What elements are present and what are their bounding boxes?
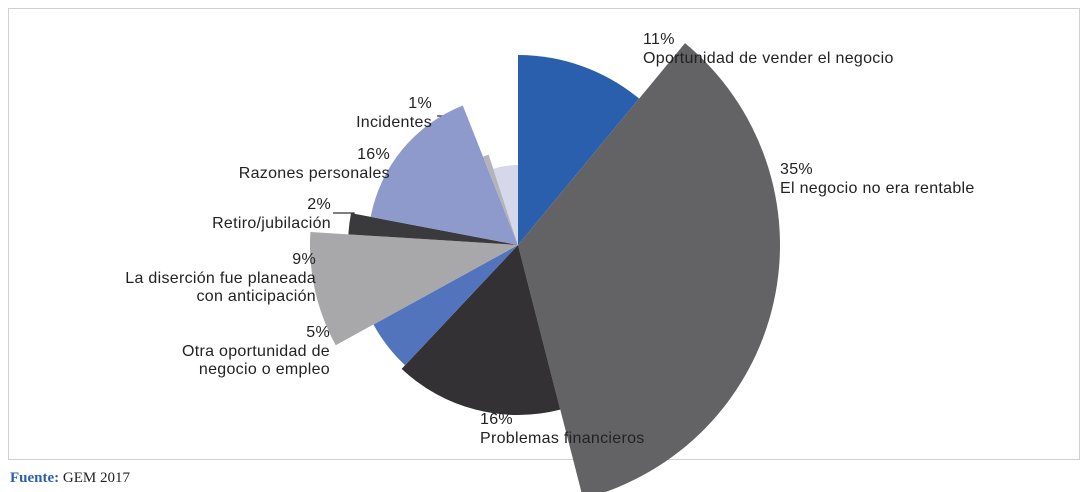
source-text: GEM 2017 — [62, 470, 130, 486]
pie-slice — [309, 231, 518, 346]
category-label: El negocio no era rentable — [780, 180, 975, 197]
category-label: Otra oportunidad de negocio o empleo — [181, 343, 330, 378]
category-label: Retiro/jubilación — [212, 215, 331, 232]
value-label: 11% — [643, 31, 675, 48]
category-label: Incidentes — [356, 114, 432, 131]
chart-frame — [8, 8, 1080, 460]
pie-slice — [373, 245, 518, 366]
source: Fuente: GEM 2017 — [10, 470, 130, 487]
value-label: 16% — [480, 411, 513, 428]
pie-slice — [493, 165, 518, 245]
source-label: Fuente: — [10, 470, 60, 486]
value-label: 9% — [292, 251, 316, 268]
pie-slice — [518, 43, 780, 492]
pie-slice — [348, 213, 518, 245]
value-label: 1% — [408, 95, 432, 112]
value-label: 35% — [780, 161, 813, 178]
pie-slice — [370, 105, 518, 245]
category-label: Razones personales — [238, 165, 390, 182]
value-label: 16% — [357, 146, 390, 163]
category-label: La diserción fue planeada con anticipaci… — [125, 270, 316, 305]
value-label: 2% — [307, 196, 331, 213]
category-label: Problemas financieros — [480, 430, 645, 447]
category-label: Oportunidad de vender el negocio — [643, 50, 894, 67]
value-label: 5% — [306, 324, 330, 341]
pie-slice — [401, 245, 561, 415]
pie-slice — [483, 154, 518, 245]
pie-slice — [518, 55, 640, 245]
